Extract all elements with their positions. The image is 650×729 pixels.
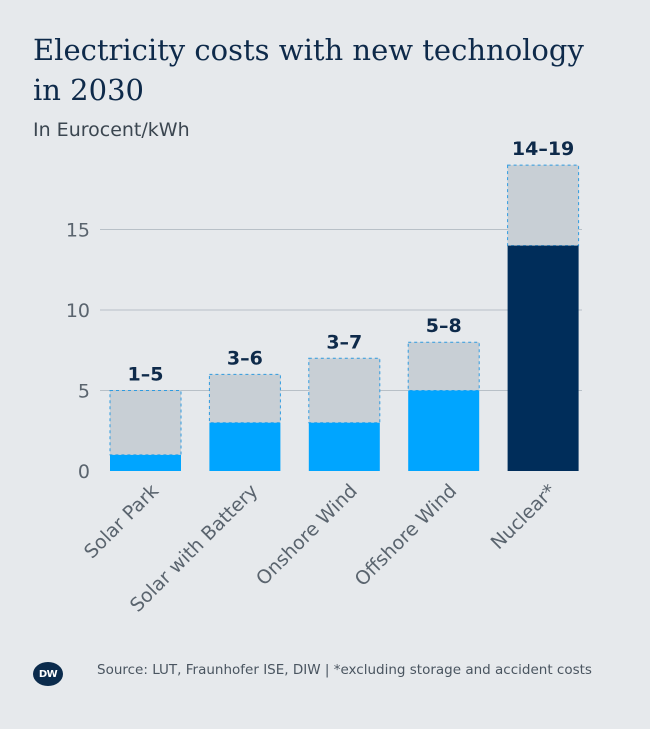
bar-base-segment: [408, 390, 480, 471]
chart-title: Electricity costs with new technology in…: [33, 33, 584, 107]
bar-range-segment: [109, 390, 182, 456]
bar-range-segment: [507, 164, 580, 247]
data-label: 14–19: [512, 138, 574, 160]
data-label: 3–7: [326, 331, 362, 353]
footer: DW Source: LUT, Fraunhofer ISE, DIW | *e…: [33, 661, 613, 686]
x-tick-label: Onshore Wind: [252, 480, 362, 590]
y-tick-label: 0: [78, 461, 90, 483]
bar-base-segment: [209, 422, 281, 471]
x-tick-label: Solar Park: [80, 480, 163, 563]
bar-base-segment: [110, 454, 181, 471]
y-tick-label: 5: [78, 381, 90, 403]
source-note: Source: LUT, Fraunhofer ISE, DIW | *excl…: [97, 662, 592, 678]
y-tick-label: 10: [66, 300, 90, 322]
data-label: 5–8: [426, 315, 462, 337]
x-tick-label: Nuclear*: [487, 480, 561, 554]
bar-range-segment: [308, 357, 381, 424]
data-label: 3–6: [227, 347, 263, 369]
bar-range-segment: [208, 373, 281, 424]
dw-logo: DW: [33, 662, 63, 686]
x-tick-label: Offshore Wind: [351, 480, 462, 591]
y-tick-label: 15: [66, 220, 90, 242]
data-label: 1–5: [128, 364, 164, 386]
chart-subtitle: In Eurocent/kWh: [33, 119, 190, 141]
bar-base-segment: [507, 245, 579, 471]
bar-range-segment: [407, 341, 480, 392]
bar-base-segment: [308, 422, 380, 471]
